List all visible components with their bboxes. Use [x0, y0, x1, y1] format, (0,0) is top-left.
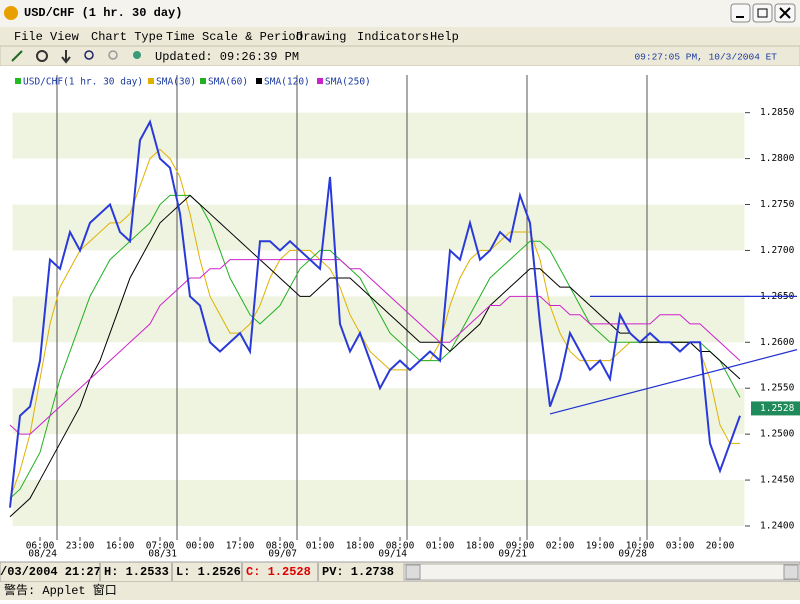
scroll-tool[interactable]: [61, 50, 71, 64]
menu-item[interactable]: Time Scale & Period: [166, 30, 303, 44]
menu-item[interactable]: Help: [430, 30, 459, 44]
scrollbar[interactable]: [403, 563, 800, 581]
date-label: 09/07: [268, 549, 297, 560]
legend-label: USD/CHF(1 hr. 30 day): [23, 77, 143, 88]
menu-item[interactable]: Chart Type: [91, 30, 163, 44]
x-tick-label: 16:00: [106, 541, 135, 552]
clock: 09:27:05 PM, 10/3/2004 ET: [634, 52, 777, 63]
refresh-tool[interactable]: [133, 51, 141, 59]
crosshair-tool[interactable]: [36, 50, 48, 62]
sma-line: [9, 194, 741, 499]
status-prev: PV: 1.2738: [322, 565, 394, 579]
y-tick-label: 1.2400: [760, 520, 795, 531]
applet-warning: 警告: Applet 窗口: [4, 582, 117, 598]
grid-band: [12, 480, 745, 526]
x-tick-label: 02:00: [546, 541, 575, 552]
legend-swatch: [256, 78, 262, 84]
legend-swatch: [200, 78, 206, 84]
updated-time: Updated: 09:26:39 PM: [155, 50, 299, 64]
y-tick-label: 1.2700: [760, 245, 795, 256]
x-tick-label: 20:00: [706, 541, 735, 552]
date-label: 08/24: [28, 549, 57, 560]
minimize-button[interactable]: [730, 3, 751, 23]
legend-swatch: [148, 78, 154, 84]
legend-label: SMA(250): [325, 77, 371, 88]
x-tick-label: 18:00: [466, 541, 495, 552]
last-price-tag: [751, 401, 800, 416]
menu-bar: [0, 27, 800, 46]
footer-bar: [0, 582, 800, 600]
grid-band: [12, 204, 745, 251]
trend-line: [549, 349, 798, 415]
x-tick-label: 03:00: [666, 541, 695, 552]
status-low: L: 1.2526: [176, 565, 241, 579]
sma-line: [9, 148, 740, 499]
x-tick-label: 01:00: [306, 541, 335, 552]
plot-frame: [11, 74, 746, 541]
y-tick-label: 1.2600: [760, 337, 795, 348]
zoom-out-tool[interactable]: [108, 50, 118, 60]
grid-band: [12, 112, 745, 159]
menu-item[interactable]: View: [50, 30, 80, 44]
legend-label: SMA(120): [264, 77, 310, 88]
x-tick-label: 08:00: [386, 541, 415, 552]
restore-icon: [757, 8, 768, 18]
date-label: 08/31: [148, 549, 177, 560]
zoom-in-tool[interactable]: [84, 50, 94, 60]
last-price-label: 1.2528: [760, 403, 795, 414]
status-datetime: /03/2004 21:27: [0, 565, 101, 579]
price-line: [9, 119, 741, 508]
grid-band: [12, 296, 745, 343]
status-high: H: 1.2533: [104, 565, 169, 579]
y-tick-label: 1.2850: [760, 107, 795, 118]
menu-item[interactable]: Indicators: [357, 30, 429, 44]
x-tick-label: 19:00: [586, 541, 615, 552]
window-title: USD/CHF (1 hr. 30 day): [24, 6, 182, 20]
x-tick-label: 08:00: [266, 541, 295, 552]
menu-item[interactable]: File: [14, 30, 43, 44]
x-tick-label: 07:00: [146, 541, 175, 552]
menu-item[interactable]: Drawing: [296, 30, 346, 44]
date-label: 09/21: [498, 549, 527, 560]
close-icon: [779, 7, 791, 19]
y-tick-label: 1.2800: [760, 153, 795, 164]
x-tick-label: 09:00: [506, 541, 535, 552]
scroll-left[interactable]: [405, 564, 421, 580]
x-tick-label: 00:00: [186, 541, 215, 552]
y-tick-label: 1.2550: [760, 383, 795, 394]
x-tick-label: 10:00: [626, 541, 655, 552]
legend-swatch: [15, 78, 21, 84]
x-tick-label: 18:00: [346, 541, 375, 552]
scroll-right[interactable]: [783, 564, 799, 580]
x-tick-label: 23:00: [66, 541, 95, 552]
grid-band: [12, 388, 745, 435]
draw-line-tool[interactable]: [11, 50, 23, 62]
y-tick-label: 1.2750: [760, 199, 795, 210]
y-tick-label: 1.2450: [760, 475, 795, 486]
app-icon: [4, 6, 18, 20]
x-tick-label: 01:00: [426, 541, 455, 552]
status-close: C: 1.2528: [246, 565, 311, 579]
legend-label: SMA(60): [208, 77, 248, 88]
date-label: 09/28: [618, 549, 647, 560]
date-label: 09/14: [378, 549, 407, 560]
title-bar: [0, 0, 800, 27]
y-tick-label: 1.2500: [760, 429, 795, 440]
x-tick-label: 06:00: [26, 541, 55, 552]
legend-swatch: [317, 78, 323, 84]
restore-button[interactable]: [752, 3, 773, 23]
legend-label: SMA(30): [156, 77, 196, 88]
x-tick-label: 17:00: [226, 541, 255, 552]
